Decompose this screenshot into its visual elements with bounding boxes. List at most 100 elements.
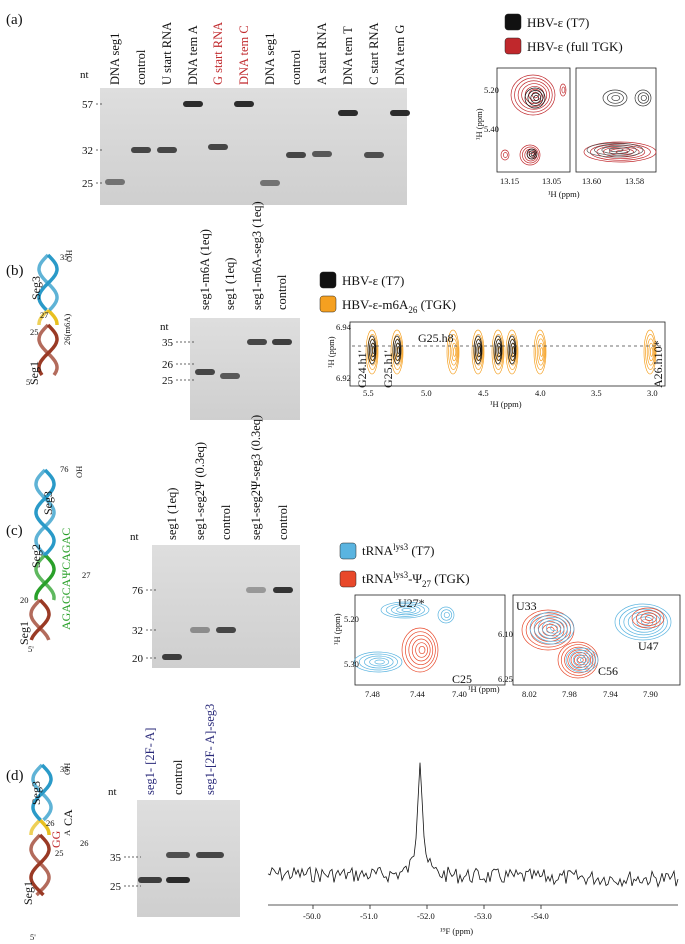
lane-label: control xyxy=(171,759,185,795)
helix-label: Seg2 xyxy=(29,544,43,568)
nmr-contour xyxy=(524,87,546,109)
nmr-contour xyxy=(565,647,599,673)
lane-label: control xyxy=(219,504,233,540)
panel-label: (b) xyxy=(6,263,24,279)
legend-swatch xyxy=(339,542,357,560)
gel-band xyxy=(162,654,182,660)
nmr-contour xyxy=(627,611,661,633)
nmr-contour xyxy=(449,338,458,366)
nmr-contour xyxy=(477,346,481,354)
nmr-contour xyxy=(418,645,426,655)
gel-band xyxy=(138,877,162,883)
nmr-contour xyxy=(559,83,567,97)
marker-label: 26 xyxy=(162,359,174,371)
nmr-contour xyxy=(576,654,590,666)
helix-strand xyxy=(34,553,56,601)
nmr-contour xyxy=(623,608,665,636)
helix-label: 27 xyxy=(82,570,91,580)
marker-label: 57 xyxy=(82,99,94,111)
nmr-contour xyxy=(521,83,548,107)
nmr-contour xyxy=(549,624,559,632)
lane-label: DNA tem T xyxy=(341,26,355,85)
nmr-contour xyxy=(493,335,503,365)
helix-label: AGAGCAΨCAGAC xyxy=(59,528,73,630)
nmr-contour xyxy=(505,329,519,375)
y-tick-label: 6.94 xyxy=(336,322,352,332)
nmr-contour xyxy=(476,342,482,358)
nmr-contour xyxy=(528,150,537,158)
lane-label: seg1-seg2Ψ (0.3eq) xyxy=(193,442,207,540)
nmr-contour xyxy=(395,342,401,358)
nmr-contour xyxy=(473,335,483,365)
spectrum-frame xyxy=(496,67,571,173)
nmr-contour xyxy=(631,607,665,629)
marker-label: 32 xyxy=(82,145,93,157)
lane-label: DNA tem G xyxy=(393,25,407,85)
nmr-contour xyxy=(446,329,460,375)
nmr-contour xyxy=(636,610,661,626)
nmr-contour xyxy=(443,611,450,619)
gel-band xyxy=(286,152,306,158)
unit-label: nt xyxy=(160,321,169,333)
helix-label: 25 xyxy=(30,327,39,337)
nmr-contour xyxy=(471,329,485,375)
lane-label: seg1 (1eq) xyxy=(165,488,179,540)
gel-band xyxy=(166,852,190,858)
legend-part: (TGK) xyxy=(431,571,470,586)
nmr-contour xyxy=(541,619,565,637)
legend-part: (T7) xyxy=(408,543,434,558)
x-tick-label: 8.02 xyxy=(522,689,537,699)
axis-label: ¹H (ppm) xyxy=(474,108,484,140)
annotation: U47 xyxy=(638,639,659,653)
helix-label: Seg1 xyxy=(17,621,31,645)
nmr-contour xyxy=(607,92,624,104)
helix-strand xyxy=(29,818,42,835)
x-tick-label: -50.0 xyxy=(303,911,321,921)
axis-label: ¹H (ppm) xyxy=(332,613,342,645)
x-tick-label: 13.15 xyxy=(500,176,519,186)
nmr-contour xyxy=(473,334,484,370)
nmr-contour xyxy=(601,146,631,154)
nmr-contour xyxy=(527,90,544,106)
helix-label: 27 xyxy=(40,310,49,320)
axis-label: ¹H (ppm) xyxy=(490,399,522,409)
lane-label: DNA tem A xyxy=(186,25,200,85)
spectrum-frame xyxy=(512,594,681,686)
nmr-contour xyxy=(531,91,539,99)
nmr-contour xyxy=(640,612,658,624)
nmr-contour xyxy=(602,89,628,107)
helix-label: Seg3 xyxy=(29,276,43,300)
gel-band xyxy=(208,144,228,150)
gel-band xyxy=(364,152,384,158)
lane-label: control xyxy=(134,49,148,85)
gel xyxy=(100,88,407,205)
nmr-contour xyxy=(353,651,403,673)
nmr-contour xyxy=(529,611,575,645)
helix-label: 76 xyxy=(60,464,69,474)
legend-swatch xyxy=(504,13,522,31)
axis-label: ¹H (ppm) xyxy=(326,336,336,368)
lane-label: C start RNA xyxy=(367,23,381,86)
nmr-contour xyxy=(530,151,535,157)
x-tick-label: 5.0 xyxy=(421,388,432,398)
legend-swatch xyxy=(319,295,337,313)
lane-label: seg1 (1eq) xyxy=(223,258,237,310)
nmr-contour xyxy=(358,653,398,671)
legend-part: tRNA xyxy=(362,571,394,586)
helix-strand xyxy=(38,818,51,835)
nmr-contour xyxy=(385,603,425,617)
nmr-contour xyxy=(577,657,584,663)
panel-label: (c) xyxy=(6,523,23,539)
helix-label: 35 xyxy=(60,764,69,774)
nmr-contour xyxy=(564,646,594,674)
annotation: C25 xyxy=(452,672,472,686)
lane-label: control xyxy=(275,274,289,310)
nmr-contour xyxy=(390,329,404,375)
nmr-contour xyxy=(596,144,646,160)
nmr-contour xyxy=(401,627,439,673)
nmr-contour xyxy=(511,346,515,354)
gel-band xyxy=(216,627,236,633)
nmr-contour xyxy=(509,339,516,361)
legend-label: HBV-ε (T7) xyxy=(527,15,589,30)
